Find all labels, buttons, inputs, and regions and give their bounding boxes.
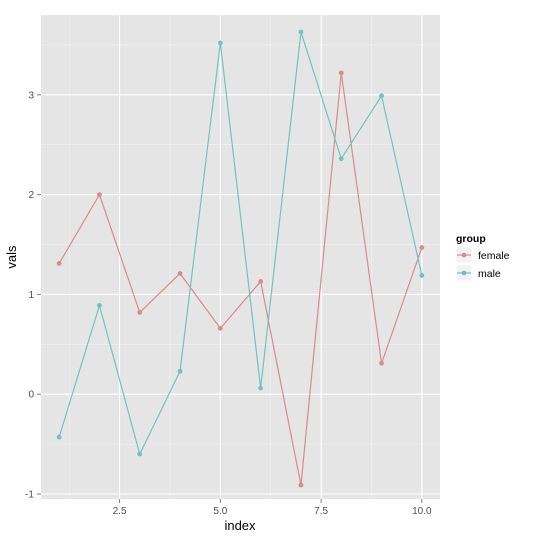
data-point-male <box>177 368 183 374</box>
data-point-male <box>137 451 143 457</box>
data-point-female <box>97 192 102 198</box>
legend-label-female: female <box>478 250 510 262</box>
y-tick-label: 2 <box>28 190 34 201</box>
data-point-male <box>56 434 62 440</box>
y-tick-label: 1 <box>28 290 34 301</box>
data-point-male <box>379 93 384 99</box>
x-axis: 2.5 5.0 7.5 10.0 <box>113 499 432 517</box>
series-points <box>56 29 425 488</box>
data-point-male <box>298 29 304 35</box>
data-point-male <box>97 303 102 308</box>
minor-gridlines <box>41 15 440 499</box>
data-point-female <box>419 245 425 250</box>
y-tick-label: 3 <box>28 90 34 101</box>
x-tick-label: 10.0 <box>412 506 432 517</box>
data-point-female <box>177 271 183 276</box>
data-point-male <box>217 40 223 46</box>
data-point-female <box>379 360 384 366</box>
x-axis-title: index <box>224 518 256 533</box>
series-line-male <box>58 31 423 455</box>
y-axis-title: vals <box>4 245 19 269</box>
data-point-female <box>298 482 304 488</box>
legend-key-point-male <box>461 270 467 276</box>
data-point-female <box>338 70 344 76</box>
x-tick-label: 2.5 <box>113 506 127 517</box>
data-point-male <box>338 156 344 162</box>
plot-panel <box>41 15 440 499</box>
data-point-female <box>56 261 62 266</box>
y-axis: -1 0 1 2 3 <box>25 90 41 501</box>
data-point-female <box>137 309 143 315</box>
x-tick-label: 7.5 <box>314 506 328 517</box>
y-tick-label: -1 <box>25 490 34 501</box>
series-lines <box>58 31 423 486</box>
legend-label-male: male <box>478 268 501 280</box>
y-tick-label: 0 <box>28 390 34 401</box>
legend-title: group <box>456 233 486 245</box>
legend-key-point-female <box>461 252 467 258</box>
legend: group female male <box>455 233 510 282</box>
data-point-male <box>258 385 264 391</box>
data-point-female <box>258 279 264 284</box>
series-line-female <box>58 72 423 486</box>
data-point-male <box>419 273 425 278</box>
x-tick-label: 5.0 <box>213 506 227 517</box>
data-point-female <box>217 325 223 331</box>
